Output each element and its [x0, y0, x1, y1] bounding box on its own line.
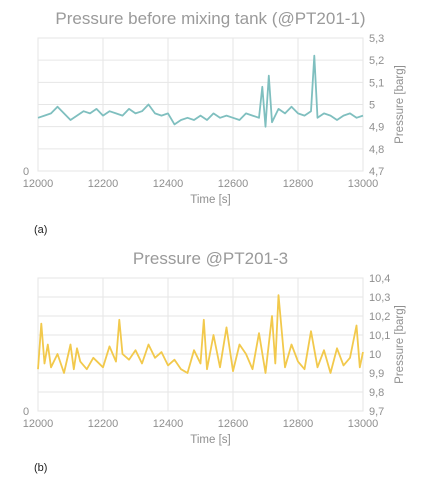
y-tick-label: 10,2 [369, 311, 390, 323]
chart-title: Pressure before mixing tank (@PT201-1) [55, 9, 365, 28]
y-tick-label: 10,4 [369, 273, 390, 285]
y-tick-label: 4,9 [369, 122, 384, 134]
x-tick-label: 12600 [218, 418, 249, 430]
chart-b: Pressure @PT201-3 12000 12200 12400 12600 128… [0, 240, 425, 460]
x-tick-label: 12800 [283, 178, 314, 190]
chart-title: Pressure @PT201-3 [133, 249, 288, 268]
x-axis-label: Time [s] [190, 194, 230, 206]
x-tick-label: 12200 [88, 418, 119, 430]
y-tick-label: 5,3 [369, 33, 384, 45]
chart-a-svg: Pressure before mixing tank (@PT201-1) 12… [23, 9, 406, 206]
y-axis-label: Pressure [barg] [394, 65, 406, 144]
left-axis-label: 0 [23, 166, 29, 178]
chart-a: Pressure before mixing tank (@PT201-1) 12… [0, 0, 425, 220]
y-tick-label: 10,3 [369, 292, 390, 304]
x-tick-label: 13000 [348, 178, 379, 190]
panel-label-a: (a) [34, 224, 48, 236]
y-tick-label: 4,8 [369, 144, 384, 156]
x-tick-label: 12400 [153, 178, 184, 190]
y-tick-label: 5,1 [369, 77, 384, 89]
series-line [37, 54, 364, 128]
y-tick-label: 4,7 [369, 166, 384, 178]
x-tick-label: 12200 [88, 178, 119, 190]
y-tick-label: 5 [369, 100, 375, 112]
panel-label-b: (b) [34, 462, 48, 474]
x-tick-label: 12400 [153, 418, 184, 430]
x-tick-label: 12000 [23, 418, 54, 430]
x-tick-label: 13000 [348, 418, 379, 430]
y-tick-label: 9,9 [369, 368, 384, 380]
y-tick-label: 9,8 [369, 387, 384, 399]
left-axis-label: 0 [23, 406, 29, 418]
x-tick-label: 12000 [23, 178, 54, 190]
y-tick-label: 10 [369, 349, 381, 361]
x-tick-label: 12800 [283, 418, 314, 430]
y-tick-label: 5,2 [369, 55, 384, 67]
x-tick-label: 12600 [218, 178, 249, 190]
y-tick-label: 10,1 [369, 330, 390, 342]
x-axis-label: Time [s] [190, 434, 230, 446]
series-line [37, 294, 364, 374]
y-tick-label: 9,7 [369, 406, 384, 418]
y-axis-label: Pressure [barg] [394, 305, 406, 384]
chart-b-svg: Pressure @PT201-3 12000 12200 12400 12600 128… [23, 249, 406, 446]
